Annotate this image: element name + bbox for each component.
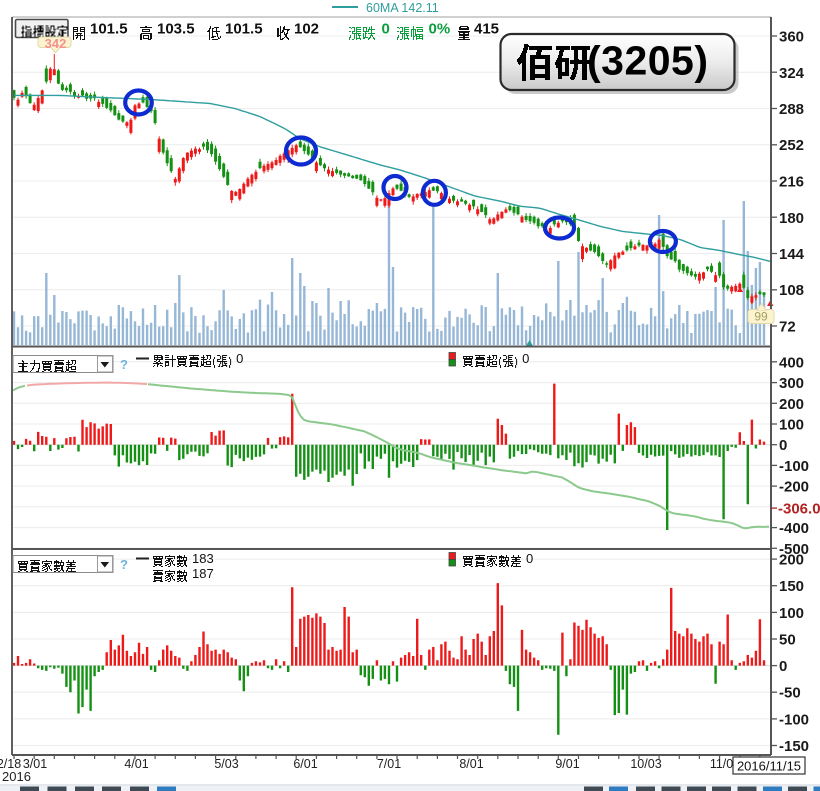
svg-text:5/03: 5/03 bbox=[214, 757, 238, 771]
svg-text:101.5: 101.5 bbox=[90, 21, 128, 38]
svg-text:72: 72 bbox=[779, 319, 796, 336]
svg-text:187: 187 bbox=[192, 566, 214, 581]
svg-text:?: ? bbox=[120, 557, 128, 572]
svg-text:8/01: 8/01 bbox=[459, 757, 483, 771]
svg-text:3/01: 3/01 bbox=[23, 757, 47, 771]
svg-text:0: 0 bbox=[779, 437, 787, 454]
svg-text:0: 0 bbox=[779, 658, 787, 675]
svg-text:50: 50 bbox=[779, 632, 796, 649]
svg-text:10/03: 10/03 bbox=[630, 757, 661, 771]
svg-text:180: 180 bbox=[779, 210, 804, 227]
svg-text:200: 200 bbox=[779, 396, 804, 413]
svg-text:?: ? bbox=[120, 357, 128, 372]
svg-text:99: 99 bbox=[754, 310, 768, 324]
svg-text:0: 0 bbox=[526, 551, 533, 566]
svg-text:324: 324 bbox=[779, 65, 805, 82]
svg-text:100: 100 bbox=[779, 605, 804, 622]
svg-text:-500: -500 bbox=[779, 541, 809, 558]
svg-text:-400: -400 bbox=[779, 520, 809, 537]
svg-text:7/01: 7/01 bbox=[377, 757, 401, 771]
svg-text:300: 300 bbox=[779, 375, 804, 392]
svg-text:415: 415 bbox=[474, 21, 499, 38]
svg-text:0: 0 bbox=[522, 351, 529, 366]
svg-text:102: 102 bbox=[294, 21, 319, 38]
svg-text:200: 200 bbox=[779, 552, 804, 569]
svg-text:0%: 0% bbox=[429, 21, 451, 38]
svg-text:216: 216 bbox=[779, 174, 804, 191]
svg-text:-50: -50 bbox=[779, 685, 801, 702]
svg-text:342: 342 bbox=[45, 36, 67, 51]
svg-text:-200: -200 bbox=[779, 479, 809, 496]
svg-text:100: 100 bbox=[779, 417, 804, 434]
svg-text:-150: -150 bbox=[779, 738, 809, 755]
svg-text:9/01: 9/01 bbox=[555, 757, 579, 771]
svg-text:150: 150 bbox=[779, 578, 804, 595]
svg-text:-306.0: -306.0 bbox=[778, 501, 820, 518]
svg-text:288: 288 bbox=[779, 101, 804, 118]
svg-text:4/01: 4/01 bbox=[124, 757, 148, 771]
svg-text:(3205): (3205) bbox=[587, 38, 709, 84]
svg-text:2016: 2016 bbox=[2, 769, 31, 784]
svg-text:252: 252 bbox=[779, 137, 804, 154]
svg-text:360: 360 bbox=[779, 29, 804, 46]
svg-text:103.5: 103.5 bbox=[157, 21, 195, 38]
svg-text:101.5: 101.5 bbox=[225, 21, 263, 38]
svg-text:6/01: 6/01 bbox=[293, 757, 317, 771]
svg-text:-100: -100 bbox=[779, 711, 809, 728]
svg-text:144: 144 bbox=[779, 246, 805, 263]
svg-text:400: 400 bbox=[779, 354, 804, 371]
svg-text:0: 0 bbox=[382, 21, 390, 38]
svg-text:60MA 142.11: 60MA 142.11 bbox=[366, 1, 439, 15]
svg-text:2016/11/15: 2016/11/15 bbox=[737, 759, 801, 774]
svg-text:0: 0 bbox=[236, 351, 243, 366]
svg-text:183: 183 bbox=[192, 551, 214, 566]
svg-text:-100: -100 bbox=[779, 458, 809, 475]
svg-text:108: 108 bbox=[779, 282, 804, 299]
svg-text:2/18: 2/18 bbox=[0, 757, 21, 771]
